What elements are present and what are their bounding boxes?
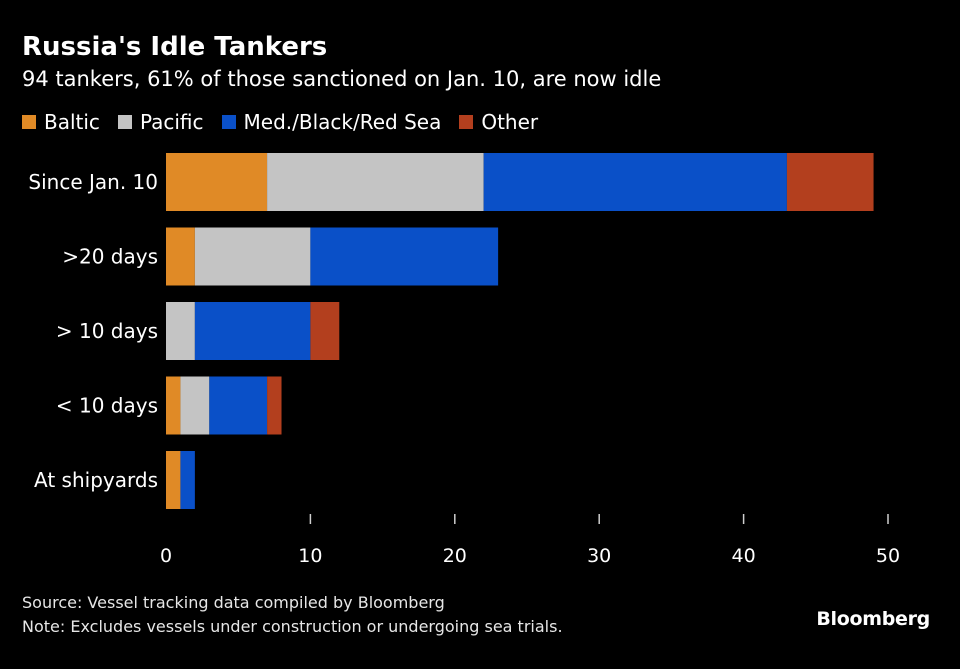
bar-segment-baltic-20-days (166, 227, 195, 286)
bar-segment-baltic-10-days (166, 376, 181, 435)
x-tick-label-20: 20 (443, 545, 467, 567)
legend-label-other: Other (481, 110, 539, 134)
legend-item-other: Other (459, 108, 538, 136)
bar-segment-med-black-red-sea-10-days (209, 376, 268, 435)
source-note: Source: Vessel tracking data compiled by… (22, 593, 445, 612)
legend: Baltic Pacific Med./Black/Red Sea Other (22, 108, 556, 136)
bar-segment-pacific-20-days (194, 227, 311, 286)
legend-swatch-baltic (22, 115, 36, 129)
bar-segment-other-since-jan-10 (786, 153, 874, 211)
chart-subtitle: 94 tankers, 61% of those sanctioned on J… (22, 67, 662, 91)
legend-item-med-black-red-sea: Med./Black/Red Sea (221, 108, 442, 136)
category-label-20-days: >20 days (62, 245, 158, 269)
bar-segment-baltic-since-jan-10 (166, 153, 268, 211)
chart-footer: Source: Vessel tracking data compiled by… (22, 591, 563, 639)
bar-segment-other-10-days (310, 302, 340, 360)
legend-swatch-med-black-red-sea (221, 115, 236, 129)
category-label-10-days: > 10 days (56, 319, 158, 343)
legend-swatch-pacific (117, 115, 132, 129)
x-tick-label-50: 50 (876, 545, 900, 567)
bar-segment-med-black-red-sea-since-jan-10 (483, 153, 787, 211)
x-tick-label-40: 40 (732, 545, 756, 567)
category-label-at-shipyards: At shipyards (34, 468, 158, 492)
category-label-10-days: < 10 days (56, 394, 158, 418)
x-tick-label-10: 10 (298, 545, 322, 567)
legend-swatch-other (459, 115, 474, 129)
legend-item-pacific: Pacific (117, 108, 204, 136)
brand-logo: Bloomberg (816, 608, 930, 630)
legend-label-pacific: Pacific (139, 110, 204, 134)
bar-segment-med-black-red-sea-20-days (310, 227, 499, 286)
category-label-since-jan-10: Since Jan. 10 (28, 170, 158, 194)
bar-segment-med-black-red-sea-10-days (194, 302, 311, 360)
x-tick-label-30: 30 (587, 545, 611, 567)
legend-label-med-black-red-sea: Med./Black/Red Sea (243, 110, 442, 134)
legend-label-baltic: Baltic (44, 110, 100, 134)
bar-segment-pacific-since-jan-10 (267, 153, 484, 211)
x-tick-label-0: 0 (160, 545, 172, 567)
bar-segment-med-black-red-sea-at-shipyards (180, 451, 195, 509)
bar-segment-other-10-days (267, 376, 282, 435)
bar-segment-pacific-10-days (180, 376, 210, 435)
legend-item-baltic: Baltic (22, 108, 100, 136)
bar-segment-baltic-at-shipyards (166, 451, 181, 509)
bar-segment-pacific-10-days (166, 302, 195, 360)
exclusion-note: Note: Excludes vessels under constructio… (22, 617, 563, 636)
chart-title: Russia's Idle Tankers (22, 32, 328, 62)
